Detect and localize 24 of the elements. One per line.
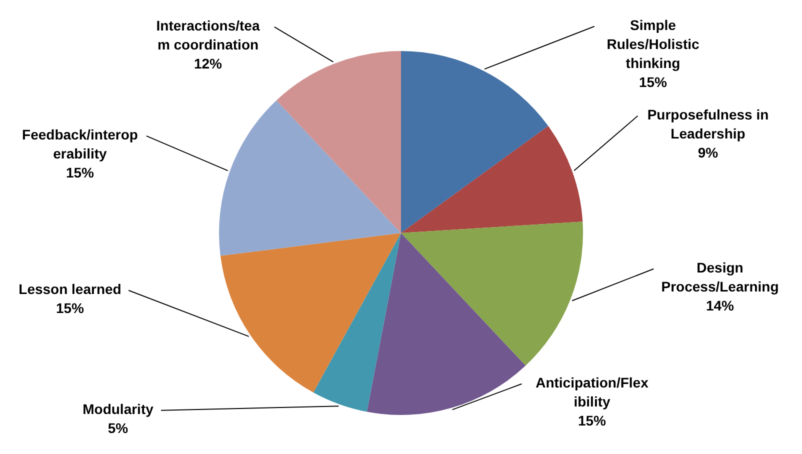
pie-slice: [401, 222, 583, 366]
slice-label: Lesson learned: [18, 281, 122, 298]
data-label: 15%: [638, 74, 668, 90]
data-label: 14%: [706, 298, 735, 314]
pie-slice: [219, 100, 401, 256]
data-label: 9%: [698, 144, 719, 161]
slice-label: Design Process/Learning: [661, 260, 779, 295]
slice-label: Feedback/interoperability: [22, 126, 138, 162]
slice-label: Anticipation/Flexibility: [536, 374, 649, 410]
slice-label: Simple Rules/Holistic thinking: [606, 17, 700, 72]
pie-slice: [401, 126, 583, 233]
data-label: 5%: [108, 420, 129, 436]
data-label: 15%: [66, 164, 95, 181]
pie-slice: [366, 233, 526, 415]
data-label: 15%: [56, 300, 85, 316]
pie-slice: [313, 233, 401, 412]
slice-label: Purposefulness in Leadership: [647, 106, 769, 142]
data-label: 15%: [578, 412, 607, 429]
pie-slice: [220, 233, 401, 392]
pie-slice: [276, 51, 401, 233]
data-label: 12%: [194, 56, 223, 72]
slice-label: Interactions/team coordination: [156, 18, 260, 53]
pie-slice: [401, 51, 548, 233]
slice-label: Modularity: [82, 401, 154, 418]
